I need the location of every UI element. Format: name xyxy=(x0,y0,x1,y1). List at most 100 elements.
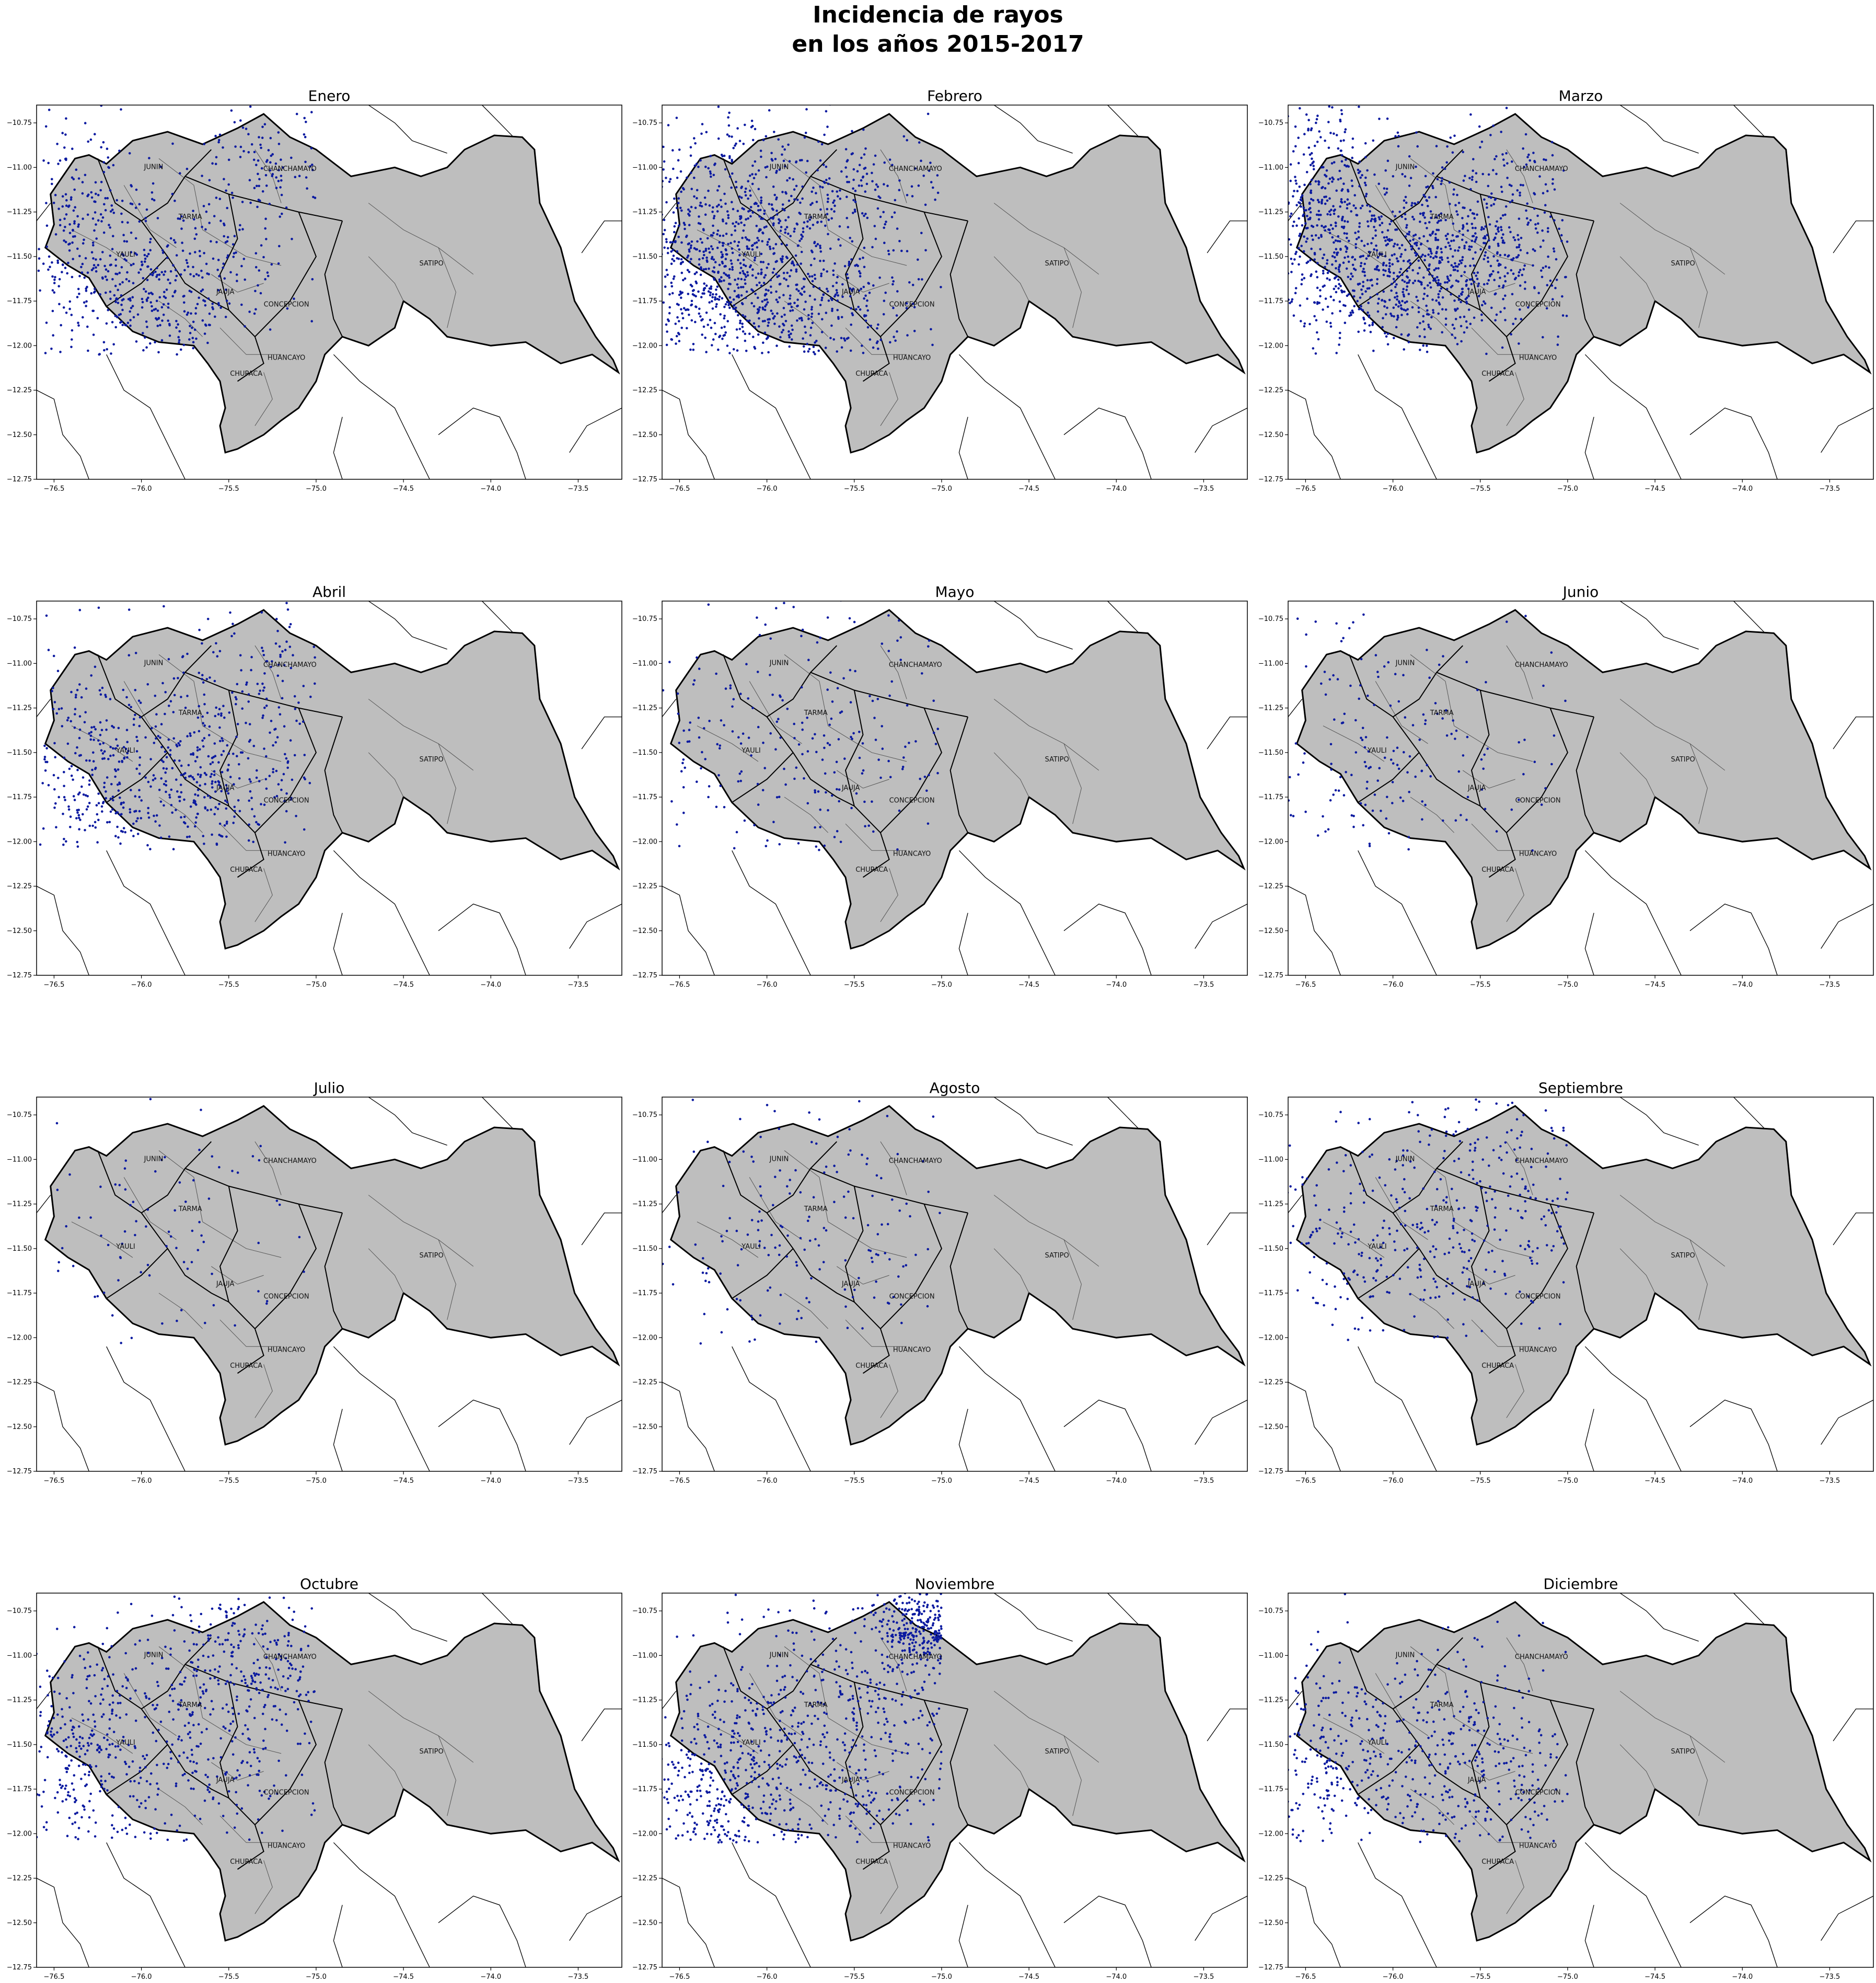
lightning-strike xyxy=(1319,136,1322,139)
lightning-strike xyxy=(77,324,80,327)
district-boundary xyxy=(837,770,889,789)
lightning-strike xyxy=(1317,218,1321,221)
lightning-strike xyxy=(114,301,117,303)
lightning-strike xyxy=(1357,230,1360,233)
lightning-strike xyxy=(748,174,751,177)
lightning-strike xyxy=(731,135,733,138)
axes-frame xyxy=(36,105,622,480)
lightning-strike xyxy=(1421,800,1423,803)
district-boundary xyxy=(254,1364,273,1418)
lightning-strike xyxy=(800,635,803,638)
lightning-strike xyxy=(271,172,274,176)
lightning-strike xyxy=(1258,244,1260,246)
lightning-strike xyxy=(766,243,769,246)
province-boundary xyxy=(184,176,343,222)
lightning-strike xyxy=(109,210,112,213)
lightning-strike xyxy=(684,277,687,280)
lightning-strike xyxy=(645,139,648,141)
x-tick-label: −74.0 xyxy=(480,485,501,493)
lightning-strike xyxy=(724,331,727,334)
lightning-strike xyxy=(233,805,236,809)
lightning-strike xyxy=(761,352,763,354)
lightning-strike xyxy=(1366,287,1369,290)
lightning-strike xyxy=(95,266,97,269)
lightning-strike xyxy=(731,251,734,255)
lightning-strike xyxy=(1371,217,1373,221)
lightning-strike xyxy=(1334,221,1337,224)
lightning-strike xyxy=(156,309,159,312)
lightning-strike xyxy=(690,258,692,261)
lightning-strike xyxy=(798,239,801,243)
province-boundary xyxy=(324,221,343,337)
lightning-strike xyxy=(1423,287,1426,290)
lightning-strike xyxy=(709,291,712,294)
lightning-strike xyxy=(803,82,805,84)
neighbour-boundary xyxy=(1107,601,1143,637)
lightning-strike xyxy=(705,312,708,314)
lightning-strike xyxy=(103,264,106,268)
lightning-strike xyxy=(101,810,103,813)
lightning-strike xyxy=(768,318,771,320)
lightning-strike xyxy=(131,305,134,307)
lightning-strike xyxy=(1293,258,1296,261)
lightning-strike xyxy=(152,182,155,185)
lightning-strike xyxy=(1367,255,1370,258)
lightning-strike xyxy=(305,121,307,123)
lightning-strike xyxy=(692,348,695,351)
lightning-strike xyxy=(131,296,134,298)
lightning-strike xyxy=(53,806,56,809)
lightning-strike xyxy=(681,762,684,765)
lightning-strike xyxy=(740,294,743,297)
lightning-strike xyxy=(182,821,186,824)
lightning-strike xyxy=(712,293,714,296)
lightning-strike xyxy=(751,211,754,214)
lightning-strike xyxy=(227,183,230,186)
lightning-strike xyxy=(258,1159,261,1162)
lightning-strike xyxy=(249,780,252,783)
lightning-strike xyxy=(1393,272,1395,274)
lightning-strike xyxy=(239,224,241,227)
lightning-strike xyxy=(740,278,743,281)
place-label-satipo: SATIPO xyxy=(1671,260,1695,268)
lightning-strike xyxy=(180,791,183,794)
lightning-strike xyxy=(167,278,169,281)
lightning-strike xyxy=(1340,225,1344,228)
lightning-strike xyxy=(111,808,114,811)
province-boundary xyxy=(1349,645,1464,718)
lightning-strike xyxy=(1475,274,1477,277)
lightning-strike xyxy=(214,163,217,165)
lightning-strike xyxy=(136,313,140,316)
lightning-strike xyxy=(138,764,141,767)
lightning-strike xyxy=(275,769,278,773)
lightning-strike xyxy=(936,771,939,775)
place-label-junin: JUNIN xyxy=(1395,164,1415,171)
lightning-strike xyxy=(1333,298,1335,302)
lightning-strike xyxy=(130,306,133,309)
lightning-strike xyxy=(793,722,795,725)
x-tick-label: −75.5 xyxy=(844,485,865,493)
district-boundary xyxy=(368,203,474,275)
lightning-strike xyxy=(789,275,791,278)
lightning-strike xyxy=(1404,175,1407,178)
lightning-strike xyxy=(1485,202,1488,205)
lightning-strike xyxy=(873,225,876,227)
lightning-strike xyxy=(161,251,165,254)
lightning-strike xyxy=(121,221,124,224)
lightning-strike xyxy=(815,201,818,203)
lightning-strike xyxy=(728,175,732,178)
lightning-strike xyxy=(1328,279,1331,281)
lightning-strike xyxy=(250,668,252,672)
lightning-strike xyxy=(709,318,712,321)
lightning-strike xyxy=(172,677,176,680)
lightning-strike xyxy=(102,742,105,745)
lightning-strike xyxy=(1361,204,1364,207)
lightning-strike xyxy=(16,1173,18,1176)
lightning-strike xyxy=(833,836,836,838)
lightning-strike xyxy=(643,268,645,271)
lightning-strike xyxy=(196,80,199,83)
lightning-strike xyxy=(1396,131,1399,134)
lightning-strike xyxy=(802,337,804,340)
lightning-strike xyxy=(1290,300,1293,303)
lightning-strike xyxy=(768,238,771,241)
lightning-strike xyxy=(657,275,659,278)
